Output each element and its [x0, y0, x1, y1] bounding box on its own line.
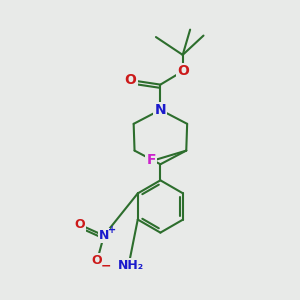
Text: NH₂: NH₂	[118, 260, 144, 272]
Text: −: −	[101, 260, 111, 272]
Text: N: N	[99, 229, 109, 242]
Text: O: O	[177, 64, 189, 78]
Text: O: O	[75, 218, 86, 231]
Text: O: O	[125, 73, 136, 87]
Text: N: N	[154, 103, 166, 117]
Text: O: O	[92, 254, 102, 267]
Text: F: F	[146, 152, 156, 167]
Text: +: +	[108, 225, 116, 235]
